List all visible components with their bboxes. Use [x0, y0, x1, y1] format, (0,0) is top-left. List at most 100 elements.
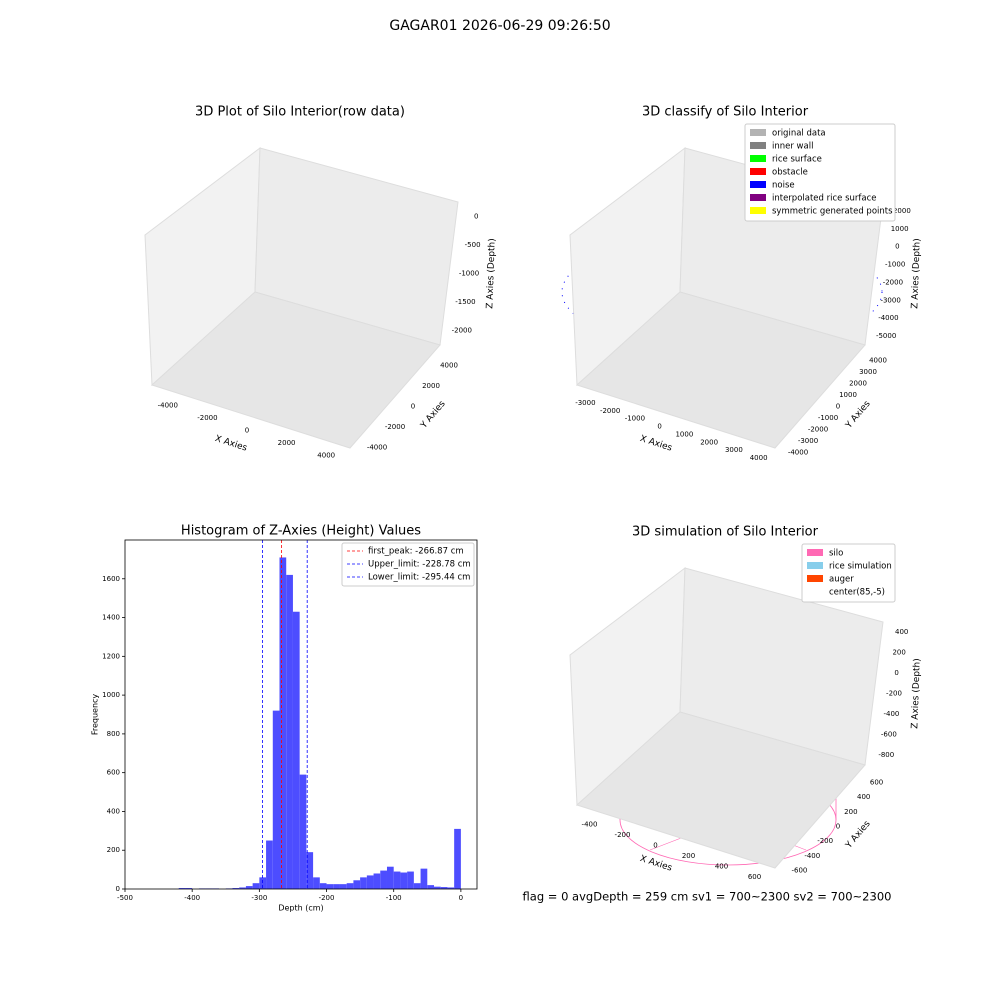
legend-swatch	[750, 207, 766, 214]
bar	[319, 883, 327, 889]
y-tick-label: 1200	[102, 652, 120, 660]
y-tick-label: 2000	[849, 380, 867, 388]
bar	[373, 873, 381, 889]
bar	[413, 883, 421, 889]
bar	[333, 884, 340, 889]
bar	[272, 710, 280, 889]
x-tick-label: 2000	[278, 439, 296, 447]
x-tick-label: 4000	[750, 454, 768, 462]
legend-box	[801, 543, 896, 603]
y-tick-label: -1000	[818, 414, 838, 422]
y-tick-label: 0	[836, 823, 840, 831]
legend-swatch	[750, 194, 766, 201]
z-tick-label: 0	[895, 243, 899, 251]
legend-swatch	[807, 549, 823, 556]
x-tick-label: -500	[117, 894, 133, 902]
bar	[178, 888, 186, 889]
subplot-title: 3D classify of Silo Interior	[642, 105, 809, 120]
bar	[279, 557, 287, 889]
legend-box	[744, 123, 896, 222]
z-tick-label: -1000	[459, 270, 479, 278]
bar	[185, 888, 193, 889]
bar	[360, 877, 367, 889]
bar	[407, 871, 414, 889]
x-axis-label: Depth (cm)	[278, 904, 323, 913]
x-tick-label: 600	[748, 873, 761, 881]
x-tick-label: -3000	[575, 399, 595, 407]
bar	[313, 877, 320, 889]
legend-swatch	[750, 168, 766, 175]
z-tick-label: -2000	[452, 327, 472, 335]
bar	[434, 886, 441, 889]
legend-label: obstacle	[772, 168, 808, 178]
z-tick-label: 200	[892, 649, 905, 657]
status-footer: flag = 0 avgDepth = 259 cm sv1 = 700~230…	[523, 890, 892, 904]
bar	[286, 574, 293, 889]
legend-label: original data	[772, 129, 826, 139]
bar	[252, 883, 260, 889]
y-tick-label: 800	[107, 730, 120, 738]
legend-label: first_peak: -266.87 cm	[368, 547, 464, 557]
bar	[393, 871, 401, 889]
x-tick-label: -400	[184, 894, 200, 902]
pane-floor	[576, 291, 866, 449]
bar	[259, 877, 267, 889]
subplot-title: Histogram of Z-Axies (Height) Values	[181, 524, 421, 539]
legend-swatch	[750, 181, 766, 188]
x-tick-label: 0	[653, 841, 657, 849]
bar	[299, 774, 307, 889]
z-tick-label: -1500	[455, 298, 475, 306]
z-tick-label: -4000	[878, 314, 898, 322]
y-tick-label: 600	[870, 778, 883, 786]
z-tick-label: 0	[474, 212, 478, 220]
legend-label: Lower_limit: -295.44 cm	[368, 573, 470, 583]
x-tick-label: 400	[715, 862, 728, 870]
y-tick-label: -2000	[808, 425, 828, 433]
bar	[420, 868, 428, 889]
bar	[386, 866, 394, 889]
plot-frame	[124, 539, 478, 890]
y-tick-label: 1000	[102, 691, 120, 699]
z-tick-label: 0	[894, 669, 898, 677]
x-tick-label: 2000	[700, 438, 718, 446]
legend-swatch	[750, 142, 766, 149]
y-tick-label: -200	[817, 837, 833, 845]
legend-label: symmetric generated points	[772, 207, 893, 217]
z-axis-label: Z Axies (Depth)	[910, 238, 922, 309]
x-tick-label: -1000	[625, 415, 645, 423]
y-tick-label: 4000	[869, 357, 887, 365]
y-tick-label: -600	[791, 867, 807, 875]
bar	[292, 611, 300, 889]
bar	[232, 888, 240, 889]
pane-floor	[576, 711, 866, 869]
x-tick-label: 1000	[675, 430, 693, 438]
z-tick-label: -200	[886, 690, 902, 698]
y-tick-label: -3000	[798, 437, 818, 445]
legend-box	[341, 542, 475, 587]
x-tick-label: -100	[386, 894, 402, 902]
y-tick-label: 0	[411, 403, 415, 411]
bar	[400, 872, 408, 889]
z-axis-label: Z Axies (Depth)	[485, 238, 497, 309]
bar	[380, 870, 387, 889]
y-tick-label: 1000	[839, 391, 857, 399]
legend-label: interpolated rice surface	[772, 194, 877, 204]
figure-title: GAGAR01 2026-06-29 09:26:50	[389, 18, 610, 34]
z-tick-label: -5000	[876, 332, 896, 340]
y-tick-label: 600	[107, 769, 120, 777]
legend-label: rice surface	[772, 155, 822, 165]
bar	[306, 852, 314, 889]
legend-swatch	[750, 129, 766, 136]
x-tick-label: -400	[582, 820, 598, 828]
y-tick-label: 400	[107, 807, 120, 815]
bar	[326, 884, 334, 889]
subplot-title: 3D Plot of Silo Interior(row data)	[195, 105, 405, 120]
bar	[440, 887, 448, 889]
bar	[266, 840, 273, 889]
z-tick-label: -400	[883, 710, 899, 718]
bar	[346, 883, 354, 889]
y-tick-label: 1400	[102, 614, 120, 622]
y-tick-label: 200	[107, 846, 120, 854]
bar	[353, 880, 361, 889]
